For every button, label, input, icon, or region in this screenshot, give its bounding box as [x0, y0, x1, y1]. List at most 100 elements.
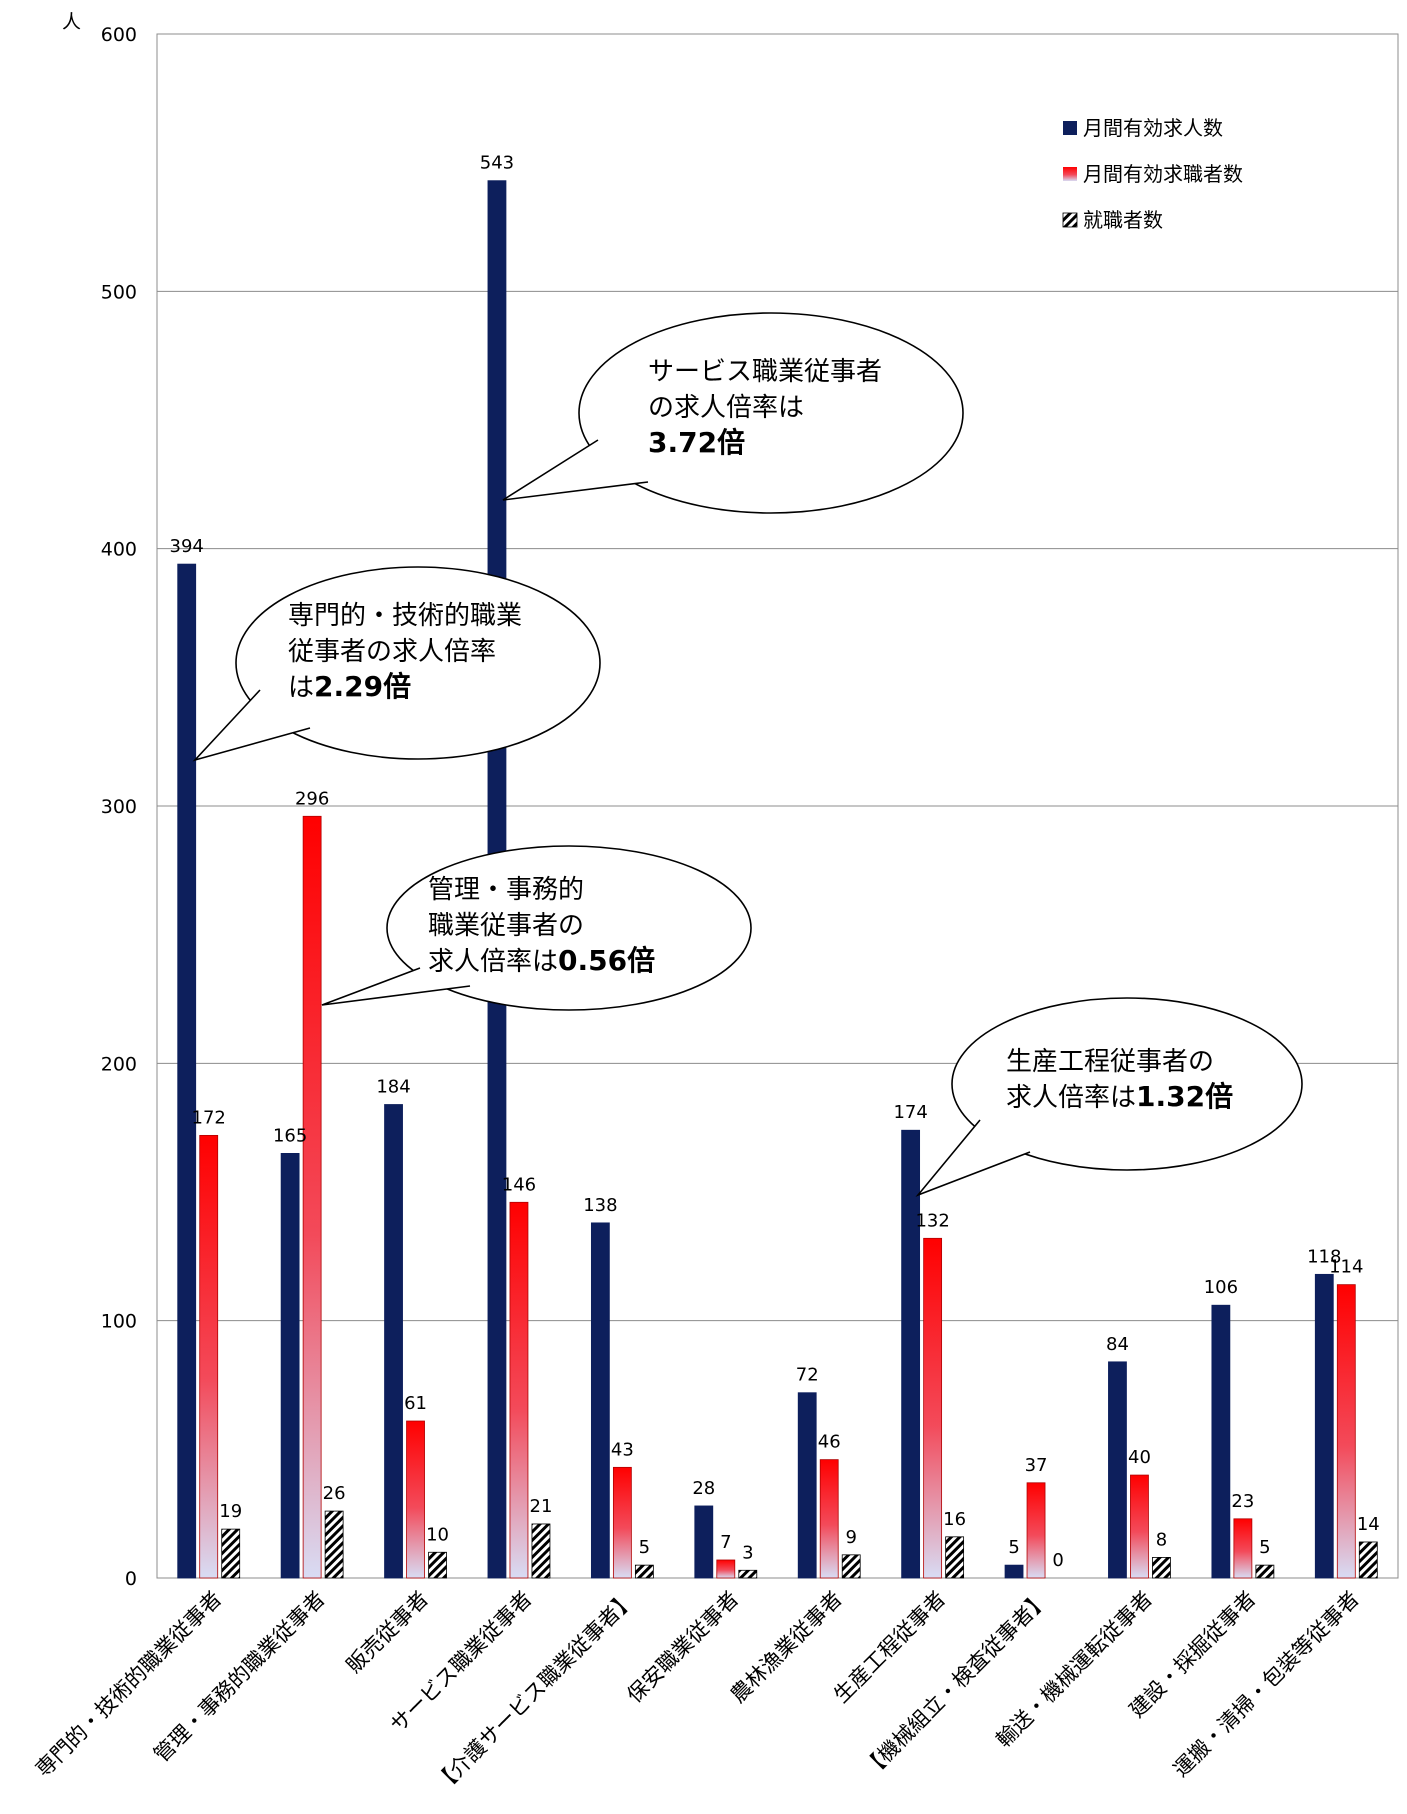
callout-line: の求人倍率は: [648, 393, 804, 423]
bar: [1233, 1518, 1253, 1579]
category-label: 生産工程従事者: [829, 1587, 950, 1708]
legend-swatch: [1063, 121, 1077, 135]
y-tick-label: 100: [101, 1311, 137, 1333]
callout-pointer: [192, 689, 311, 762]
data-label: 16: [943, 1509, 966, 1530]
callout-bubble: [386, 845, 752, 1011]
data-label: 138: [583, 1195, 617, 1216]
data-label: 3: [742, 1542, 753, 1563]
y-tick-label: 0: [125, 1568, 137, 1590]
legend-label: 就職者数: [1083, 208, 1163, 232]
category-label: 管理・事務的職業従事者: [149, 1587, 329, 1767]
category-label: 販売従事者: [342, 1587, 433, 1678]
y-tick-label: 200: [101, 1053, 137, 1075]
data-label: 72: [796, 1365, 819, 1386]
bar: [531, 1523, 551, 1579]
data-label: 118: [1307, 1246, 1341, 1267]
bar: [221, 1528, 241, 1579]
callout-line: は2.29倍: [288, 670, 411, 703]
callout-pointer-fill: [195, 690, 310, 760]
y-tick-label: 300: [101, 796, 137, 818]
data-label: 394: [170, 536, 204, 557]
data-label: 184: [376, 1077, 410, 1098]
callout-line: 求人倍率は1.32倍: [1006, 1080, 1233, 1113]
data-label: 8: [1156, 1529, 1167, 1550]
callout-bubble: [951, 997, 1303, 1171]
bar: [302, 815, 322, 1579]
callout-line: 3.72倍: [648, 426, 745, 459]
legend-label: 月間有効求職者数: [1083, 162, 1243, 186]
bar: [901, 1129, 921, 1579]
data-label: 106: [1204, 1277, 1238, 1298]
callout-prefix: 求人倍率は: [1006, 1083, 1136, 1113]
category-label: 農林漁業従事者: [726, 1587, 847, 1708]
plot-frame: [156, 33, 1399, 1579]
legend-swatch: [1063, 167, 1077, 181]
data-label: 165: [273, 1125, 307, 1146]
bar: [634, 1564, 654, 1579]
callout-prefix: 求人倍率は: [428, 947, 558, 977]
callouts: サービス職業従事者の求人倍率は3.72倍専門的・技術的職業従事者の求人倍率は2.…: [192, 312, 1303, 1197]
data-label: 5: [639, 1537, 650, 1558]
bar: [1026, 1482, 1046, 1579]
callout-pointer: [915, 1119, 1031, 1197]
data-label: 296: [295, 788, 329, 809]
bar: [1336, 1284, 1356, 1579]
bar: [324, 1510, 344, 1579]
bar: [1004, 1564, 1024, 1579]
y-tick-label: 500: [101, 281, 137, 303]
bar: [406, 1420, 425, 1579]
bar: [819, 1459, 839, 1579]
data-label: 40: [1128, 1447, 1151, 1468]
bar: [428, 1551, 447, 1579]
callout-line: 生産工程従事者の: [1006, 1047, 1214, 1077]
data-label: 21: [530, 1496, 553, 1517]
bar: [1314, 1273, 1334, 1579]
bar: [177, 563, 197, 1579]
bar: [1255, 1564, 1275, 1579]
category-label: 専門的・技術的職業従事者: [31, 1587, 226, 1782]
legend-swatch: [1062, 212, 1078, 228]
data-label: 174: [893, 1102, 927, 1123]
data-label: 5: [1259, 1537, 1270, 1558]
data-label: 61: [404, 1393, 427, 1414]
bar: [716, 1559, 736, 1579]
legend-label: 月間有効求人数: [1083, 116, 1223, 140]
callout-line: 専門的・技術的職業: [288, 601, 522, 631]
data-label: 9: [845, 1527, 856, 1548]
bar: [199, 1134, 219, 1579]
data-label: 37: [1025, 1455, 1048, 1476]
callout-line: 求人倍率は0.56倍: [428, 944, 655, 977]
bar: [945, 1536, 965, 1579]
category-label: 保安職業従事者: [622, 1587, 743, 1708]
callout-ratio: 2.29倍: [314, 670, 411, 703]
data-label: 0: [1052, 1550, 1063, 1571]
callout-line: 従事者の求人倍率: [288, 637, 496, 667]
data-label: 19: [219, 1501, 242, 1522]
y-tick-label: 400: [101, 539, 137, 561]
data-label: 46: [818, 1432, 841, 1453]
callout-pointer-fill: [918, 1120, 1030, 1195]
data-label: 5: [1008, 1537, 1019, 1558]
data-label: 28: [692, 1478, 715, 1499]
category-label: 【介護サービス職業従事者】: [430, 1587, 640, 1797]
bar: [612, 1466, 632, 1579]
data-label: 10: [426, 1524, 449, 1545]
callout-bubble: [235, 566, 601, 760]
bar: [1211, 1304, 1231, 1579]
bar: [1108, 1361, 1127, 1579]
data-label: 132: [915, 1210, 949, 1231]
callout-bubble: [578, 312, 964, 514]
callout-ratio: 3.72倍: [648, 426, 745, 459]
bar: [509, 1201, 529, 1579]
bars: [177, 180, 1378, 1579]
category-label: 運搬・清掃・包装等従事者: [1169, 1587, 1364, 1782]
